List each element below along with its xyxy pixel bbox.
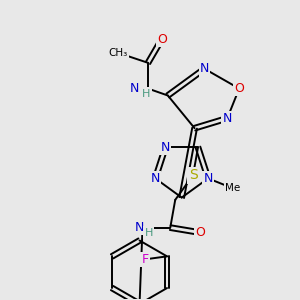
Text: N: N <box>203 172 213 185</box>
Text: N: N <box>223 112 232 125</box>
Text: O: O <box>157 32 167 46</box>
Text: N: N <box>135 221 145 234</box>
Text: F: F <box>142 253 149 266</box>
Text: O: O <box>195 226 205 239</box>
Text: N: N <box>130 82 139 95</box>
Text: Me: Me <box>225 183 241 193</box>
Text: CH₃: CH₃ <box>109 48 128 58</box>
Text: N: N <box>200 62 209 75</box>
Text: S: S <box>189 168 197 182</box>
Text: O: O <box>234 82 244 95</box>
Text: N: N <box>161 141 170 154</box>
Text: H: H <box>142 88 150 98</box>
Text: H: H <box>145 228 153 238</box>
Text: N: N <box>151 172 160 185</box>
